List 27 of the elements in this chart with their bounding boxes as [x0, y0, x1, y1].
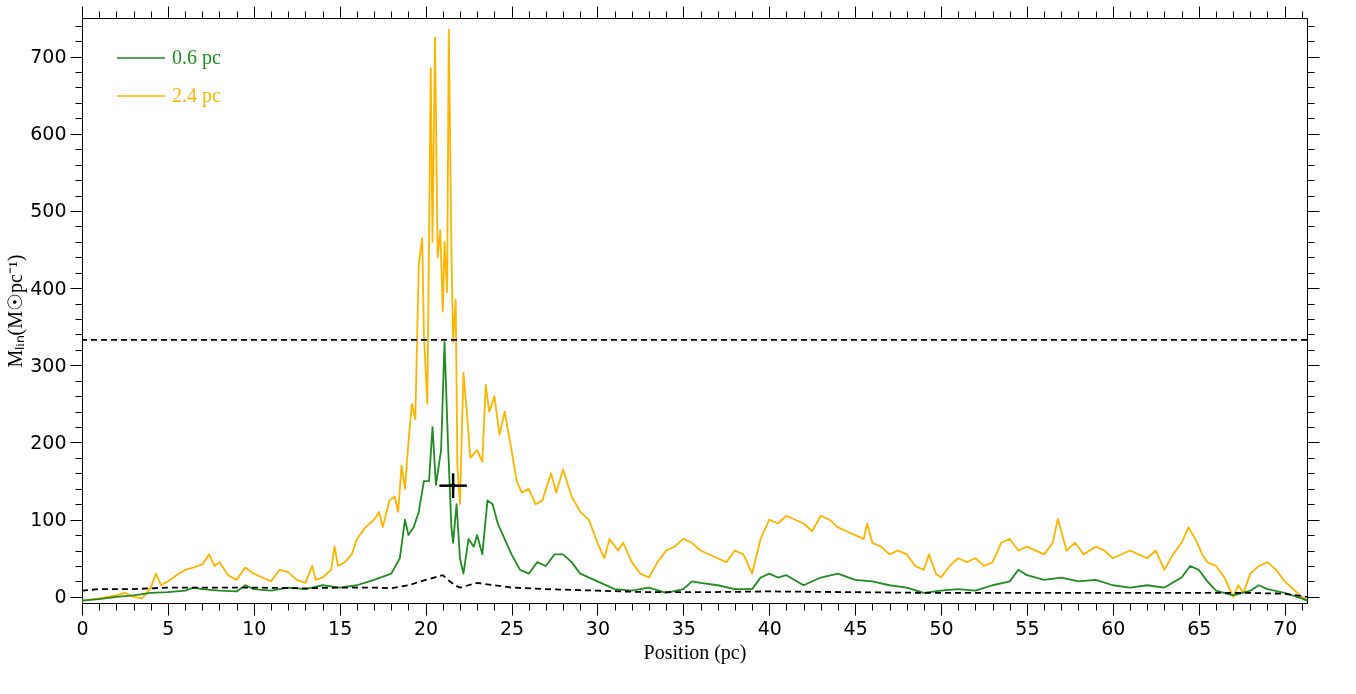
y-tick-label: 400	[30, 276, 67, 299]
y-tick-label: 500	[30, 199, 67, 222]
x-tick-label: 45	[843, 616, 868, 639]
y-tick-label: 200	[30, 430, 67, 453]
y-tick-label: 0	[54, 585, 67, 608]
x-tick-label: 10	[242, 616, 267, 639]
x-tick-label: 65	[1187, 616, 1212, 639]
x-tick-label: 40	[757, 616, 782, 639]
x-tick-label: 15	[328, 616, 353, 639]
legend-label: 0.6 pc	[172, 46, 221, 69]
x-tick-label: 25	[499, 616, 525, 639]
y-axis-title: Mₗᵢₙ(M☉pc⁻¹)	[4, 254, 28, 368]
y-tick-label: 300	[30, 353, 67, 376]
y-tick-label: 100	[30, 508, 67, 531]
x-tick-label: 35	[671, 616, 696, 639]
x-tick-label: 20	[414, 616, 439, 639]
x-tick-label: 5	[162, 616, 175, 639]
x-tick-label: 60	[1101, 616, 1126, 639]
x-axis-title: Position (pc)	[643, 640, 747, 664]
legend-label: 2.4 pc	[172, 84, 221, 107]
y-tick-label: 700	[30, 45, 67, 68]
x-tick-label: 0	[76, 616, 89, 639]
x-tick-label: 55	[1015, 616, 1040, 639]
y-tick-label: 600	[30, 122, 67, 145]
x-tick-label: 70	[1273, 616, 1298, 639]
x-tick-label: 50	[929, 616, 954, 639]
x-tick-label: 30	[585, 616, 611, 639]
